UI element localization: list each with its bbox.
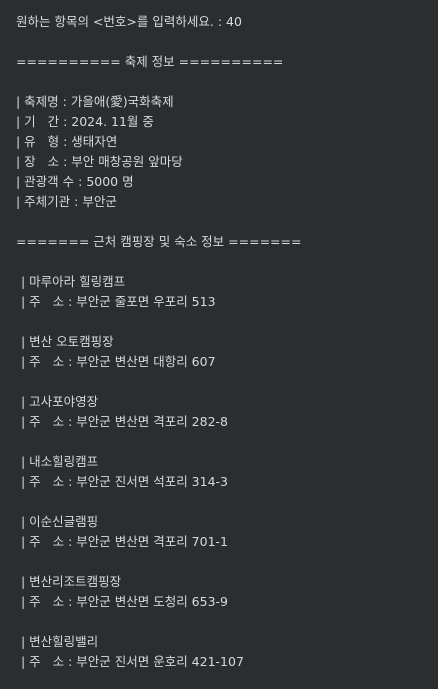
blank-line — [21, 312, 438, 332]
camping-site-name: | 이순신글램핑 — [21, 514, 99, 529]
blank-line — [21, 432, 438, 452]
festival-name-line: | 축제명 : 가을애(愛)국화축제 — [16, 94, 174, 109]
camping-site-name: | 변산리조트캠핑장 — [21, 574, 122, 589]
camping-site-name: | 내소힐링캠프 — [21, 454, 99, 469]
festival-period-line: | 기 간 : 2024. 11월 중 — [16, 114, 154, 129]
festival-type-line: | 유 형 : 생태자연 — [16, 134, 118, 149]
blank-line — [16, 212, 438, 232]
festival-info-block: | 축제명 : 가을애(愛)국화축제 | 기 간 : 2024. 11월 중 |… — [16, 92, 438, 212]
camping-site-name: | 고사포야영장 — [21, 394, 99, 409]
camping-site-address: | 주 소 : 부안군 변산면 도청리 653-9 — [21, 594, 229, 609]
festival-organizer-line: | 주체기관 : 부안군 — [16, 194, 117, 209]
camping-site-item: | 변산힐링밸리 | 주 소 : 부안군 진서면 운호리 421-107 — [21, 632, 438, 672]
blank-line — [21, 372, 438, 392]
blank-line — [16, 72, 438, 92]
blank-line — [16, 32, 438, 52]
input-prompt-line: 원하는 항목의 <번호>를 입력하세요. : 40 — [16, 14, 242, 29]
camping-site-address: | 주 소 : 부안군 변산면 격포리 701-1 — [21, 534, 229, 549]
camping-site-item: | 변산 오토캠핑장 | 주 소 : 부안군 변산면 대항리 607 — [21, 332, 438, 372]
camping-site-address: | 주 소 : 부안군 변산면 격포리 282-8 — [21, 414, 229, 429]
camping-site-name: | 변산힐링밸리 — [21, 634, 99, 649]
camping-site-item: | 마루아라 힐링캠프 | 주 소 : 부안군 줄포면 우포리 513 — [21, 272, 438, 312]
camping-site-item: | 이순신글램핑 | 주 소 : 부안군 변산면 격포리 701-1 — [21, 512, 438, 552]
festival-place-line: | 장 소 : 부안 매창공원 앞마당 — [16, 154, 183, 169]
blank-line — [21, 552, 438, 572]
blank-line — [21, 492, 438, 512]
camping-site-address: | 주 소 : 부안군 변산면 대항리 607 — [21, 354, 216, 369]
camping-site-name: | 변산 오토캠핑장 — [21, 334, 114, 349]
camping-site-address: | 주 소 : 부안군 줄포면 우포리 513 — [21, 294, 216, 309]
festival-section-header: ========== 축제 정보 ========== — [16, 54, 284, 69]
camping-site-name: | 마루아라 힐링캠프 — [21, 274, 126, 289]
blank-line — [21, 612, 438, 632]
festival-visitors-line: | 관광객 수 : 5000 명 — [16, 174, 134, 189]
camping-site-item: | 내소힐링캠프 | 주 소 : 부안군 진서면 석포리 314-3 — [21, 452, 438, 492]
camping-site-address: | 주 소 : 부안군 진서면 석포리 314-3 — [21, 474, 229, 489]
camping-section-header: ======= 근처 캠핑장 및 숙소 정보 ======= — [16, 234, 302, 249]
camping-site-item: | 고사포야영장 | 주 소 : 부안군 변산면 격포리 282-8 — [21, 392, 438, 432]
camping-list: | 마루아라 힐링캠프 | 주 소 : 부안군 줄포면 우포리 513 | 변산… — [16, 272, 438, 672]
blank-line — [16, 252, 438, 272]
camping-site-item: | 변산리조트캠핑장 | 주 소 : 부안군 변산면 도청리 653-9 — [21, 572, 438, 612]
camping-site-address: | 주 소 : 부안군 진서면 운호리 421-107 — [21, 654, 244, 669]
